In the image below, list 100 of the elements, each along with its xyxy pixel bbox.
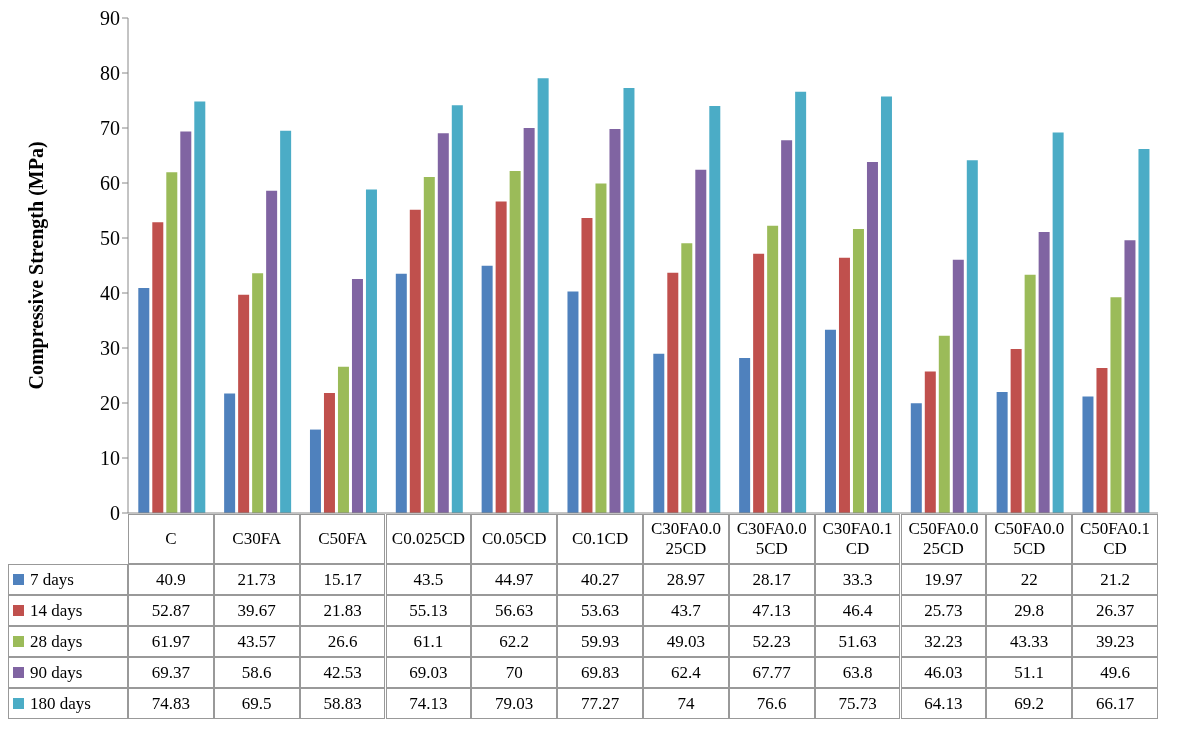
data-label: 39.67 bbox=[213, 595, 300, 626]
data-label: 40.27 bbox=[557, 564, 643, 595]
y-tick-label: 50 bbox=[100, 227, 120, 250]
data-label: 25.73 bbox=[900, 595, 987, 626]
data-label: 70 bbox=[471, 657, 558, 688]
data-label: 58.6 bbox=[213, 657, 300, 688]
x-tick-label: C50FA bbox=[299, 514, 386, 564]
data-label: 49.03 bbox=[643, 626, 729, 657]
bar bbox=[709, 106, 721, 513]
x-tick-label: C50FA0.05CD bbox=[986, 514, 1073, 564]
x-tick-label: C50FA0.1CD bbox=[1072, 514, 1158, 564]
x-tick-label: C30FA0.05CD bbox=[728, 514, 815, 564]
bar bbox=[952, 259, 964, 513]
data-label: 59.93 bbox=[557, 626, 643, 657]
data-label: 63.8 bbox=[814, 657, 901, 688]
y-tick-label: 0 bbox=[110, 502, 120, 525]
legend-label: 7 days bbox=[8, 564, 128, 595]
data-label: 26.37 bbox=[1072, 595, 1158, 626]
data-label: 74 bbox=[643, 688, 729, 719]
data-label: 64.13 bbox=[900, 688, 987, 719]
x-tick-label: C50FA0.025CD bbox=[900, 514, 987, 564]
x-tick-label: C0.025CD bbox=[385, 514, 472, 564]
bar bbox=[280, 130, 292, 513]
data-label: 75.73 bbox=[814, 688, 901, 719]
x-tick-label: C30FA0.1CD bbox=[814, 514, 901, 564]
bar bbox=[481, 265, 493, 513]
data-label: 69.03 bbox=[385, 657, 472, 688]
bar bbox=[1096, 367, 1108, 513]
data-label: 62.4 bbox=[643, 657, 729, 688]
bar bbox=[924, 371, 936, 513]
y-tick-label: 40 bbox=[100, 282, 120, 305]
y-tick-label: 70 bbox=[100, 117, 120, 140]
data-label: 62.2 bbox=[471, 626, 558, 657]
data-label: 32.23 bbox=[900, 626, 987, 657]
bar bbox=[138, 288, 150, 513]
bar bbox=[166, 172, 178, 513]
bar bbox=[537, 78, 549, 513]
x-tick-label: C0.05CD bbox=[471, 514, 558, 564]
bar bbox=[523, 128, 535, 513]
data-label: 61.97 bbox=[128, 626, 214, 657]
bar bbox=[1138, 149, 1150, 513]
data-label: 29.8 bbox=[986, 595, 1073, 626]
bar bbox=[365, 189, 377, 513]
data-label: 39.23 bbox=[1072, 626, 1158, 657]
data-label: 58.83 bbox=[299, 688, 386, 719]
data-label: 76.6 bbox=[728, 688, 815, 719]
legend-label: 180 days bbox=[8, 688, 128, 719]
data-label: 43.5 bbox=[385, 564, 472, 595]
y-tick-label: 90 bbox=[100, 7, 120, 30]
data-label: 77.27 bbox=[557, 688, 643, 719]
data-label: 22 bbox=[986, 564, 1073, 595]
bar bbox=[238, 294, 250, 513]
legend-label: 14 days bbox=[8, 595, 128, 626]
bar bbox=[681, 243, 693, 513]
bar bbox=[996, 392, 1008, 513]
data-label: 74.83 bbox=[128, 688, 214, 719]
data-label: 40.9 bbox=[128, 564, 214, 595]
bar bbox=[409, 209, 421, 513]
data-label: 43.57 bbox=[213, 626, 300, 657]
bar bbox=[252, 273, 264, 513]
data-label: 55.13 bbox=[385, 595, 472, 626]
data-label: 69.2 bbox=[986, 688, 1073, 719]
y-tick-label: 60 bbox=[100, 172, 120, 195]
bar bbox=[437, 133, 449, 513]
data-label: 28.17 bbox=[728, 564, 815, 595]
bar bbox=[351, 279, 363, 513]
data-label: 69.5 bbox=[213, 688, 300, 719]
bar bbox=[595, 183, 607, 513]
bar bbox=[938, 335, 950, 513]
data-label: 44.97 bbox=[471, 564, 558, 595]
data-label: 53.63 bbox=[557, 595, 643, 626]
data-label: 52.87 bbox=[128, 595, 214, 626]
bar bbox=[1110, 297, 1122, 513]
bar bbox=[224, 393, 236, 513]
bar bbox=[266, 190, 278, 513]
y-tick-label: 30 bbox=[100, 337, 120, 360]
bar bbox=[152, 222, 164, 513]
bar bbox=[180, 131, 192, 513]
bar bbox=[824, 329, 836, 513]
y-tick-label: 10 bbox=[100, 447, 120, 470]
x-tick-label: C bbox=[128, 514, 214, 564]
bar bbox=[1082, 396, 1094, 513]
data-label: 21.83 bbox=[299, 595, 386, 626]
bar bbox=[309, 429, 321, 513]
bar bbox=[739, 358, 751, 513]
bar bbox=[609, 128, 621, 513]
bar bbox=[753, 253, 765, 513]
data-label: 43.7 bbox=[643, 595, 729, 626]
bar bbox=[667, 272, 679, 513]
bar bbox=[653, 353, 665, 513]
data-label: 79.03 bbox=[471, 688, 558, 719]
bar bbox=[866, 162, 878, 513]
data-label: 52.23 bbox=[728, 626, 815, 657]
bar bbox=[910, 403, 922, 513]
bar bbox=[1052, 132, 1064, 513]
data-label: 42.53 bbox=[299, 657, 386, 688]
bar bbox=[1038, 231, 1050, 513]
data-label: 46.4 bbox=[814, 595, 901, 626]
bar bbox=[795, 91, 807, 513]
data-label: 46.03 bbox=[900, 657, 987, 688]
